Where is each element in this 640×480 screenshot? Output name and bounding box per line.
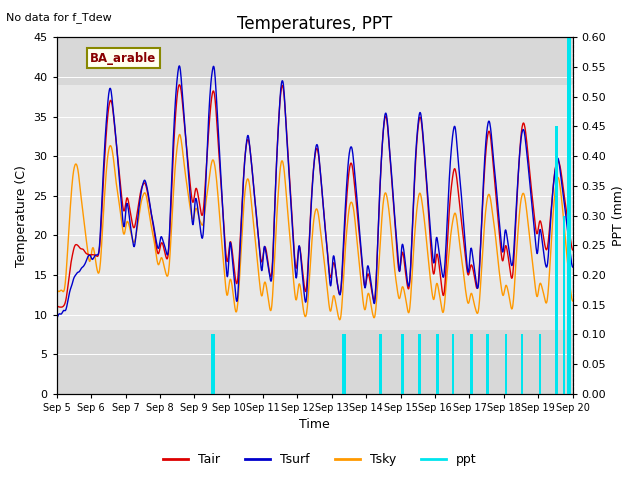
Bar [453, 335, 454, 394]
Bar [521, 335, 522, 394]
Bar [570, 37, 571, 394]
Bar [569, 37, 570, 394]
Legend: Tair, Tsurf, Tsky, ppt: Tair, Tsurf, Tsky, ppt [158, 448, 482, 471]
Bar [57, 37, 573, 85]
Bar [402, 335, 403, 394]
Bar [569, 37, 570, 394]
Bar [419, 335, 420, 394]
Bar [540, 335, 541, 394]
Bar [344, 335, 345, 394]
Bar [470, 335, 471, 394]
Bar [403, 335, 404, 394]
Bar [211, 335, 212, 394]
Bar [436, 335, 438, 394]
Bar [555, 126, 556, 394]
Bar [564, 216, 565, 394]
Bar [568, 37, 569, 394]
Bar [438, 335, 439, 394]
Bar [567, 37, 568, 394]
Bar [401, 335, 402, 394]
Bar [506, 335, 507, 394]
Bar [504, 335, 505, 394]
Bar [505, 335, 506, 394]
Bar [436, 335, 437, 394]
Bar [568, 37, 569, 394]
Bar [487, 335, 488, 394]
Y-axis label: PPT (mm): PPT (mm) [612, 185, 625, 246]
Bar [522, 335, 523, 394]
Bar [521, 335, 522, 394]
Bar [344, 335, 346, 394]
Bar [212, 335, 213, 394]
Bar [470, 335, 471, 394]
Bar [420, 335, 421, 394]
Bar [566, 37, 567, 394]
Bar [564, 216, 566, 394]
Bar [452, 335, 453, 394]
Bar [540, 335, 541, 394]
Bar [556, 126, 557, 394]
Bar [343, 335, 344, 394]
Bar [438, 335, 439, 394]
Bar [212, 335, 213, 394]
Bar [505, 335, 506, 394]
Bar [487, 335, 488, 394]
Bar [213, 335, 214, 394]
Bar [453, 335, 454, 394]
Bar [486, 335, 487, 394]
Bar [452, 335, 453, 394]
Bar [522, 335, 523, 394]
Bar [343, 335, 344, 394]
Bar [342, 335, 343, 394]
Bar [345, 335, 346, 394]
Y-axis label: Temperature (C): Temperature (C) [15, 165, 28, 266]
Bar [488, 335, 489, 394]
Bar [381, 335, 382, 394]
Bar [567, 37, 568, 394]
X-axis label: Time: Time [300, 419, 330, 432]
Bar [539, 335, 540, 394]
Bar [506, 335, 507, 394]
Bar [380, 335, 381, 394]
Bar [563, 216, 564, 394]
Bar [381, 335, 382, 394]
Bar [471, 335, 472, 394]
Bar [486, 335, 487, 394]
Bar [401, 335, 402, 394]
Bar [563, 216, 564, 394]
Bar [556, 126, 557, 394]
Bar [437, 335, 438, 394]
Bar [213, 335, 214, 394]
Bar [418, 335, 419, 394]
Text: No data for f_Tdew: No data for f_Tdew [6, 12, 112, 23]
Bar [471, 335, 472, 394]
Bar [214, 335, 215, 394]
Bar [380, 335, 381, 394]
Bar [402, 335, 403, 394]
Bar [419, 335, 420, 394]
Bar [214, 335, 215, 394]
Text: BA_arable: BA_arable [90, 51, 157, 65]
Bar [342, 335, 343, 394]
Bar [57, 330, 573, 394]
Title: Temperatures, PPT: Temperatures, PPT [237, 15, 392, 33]
